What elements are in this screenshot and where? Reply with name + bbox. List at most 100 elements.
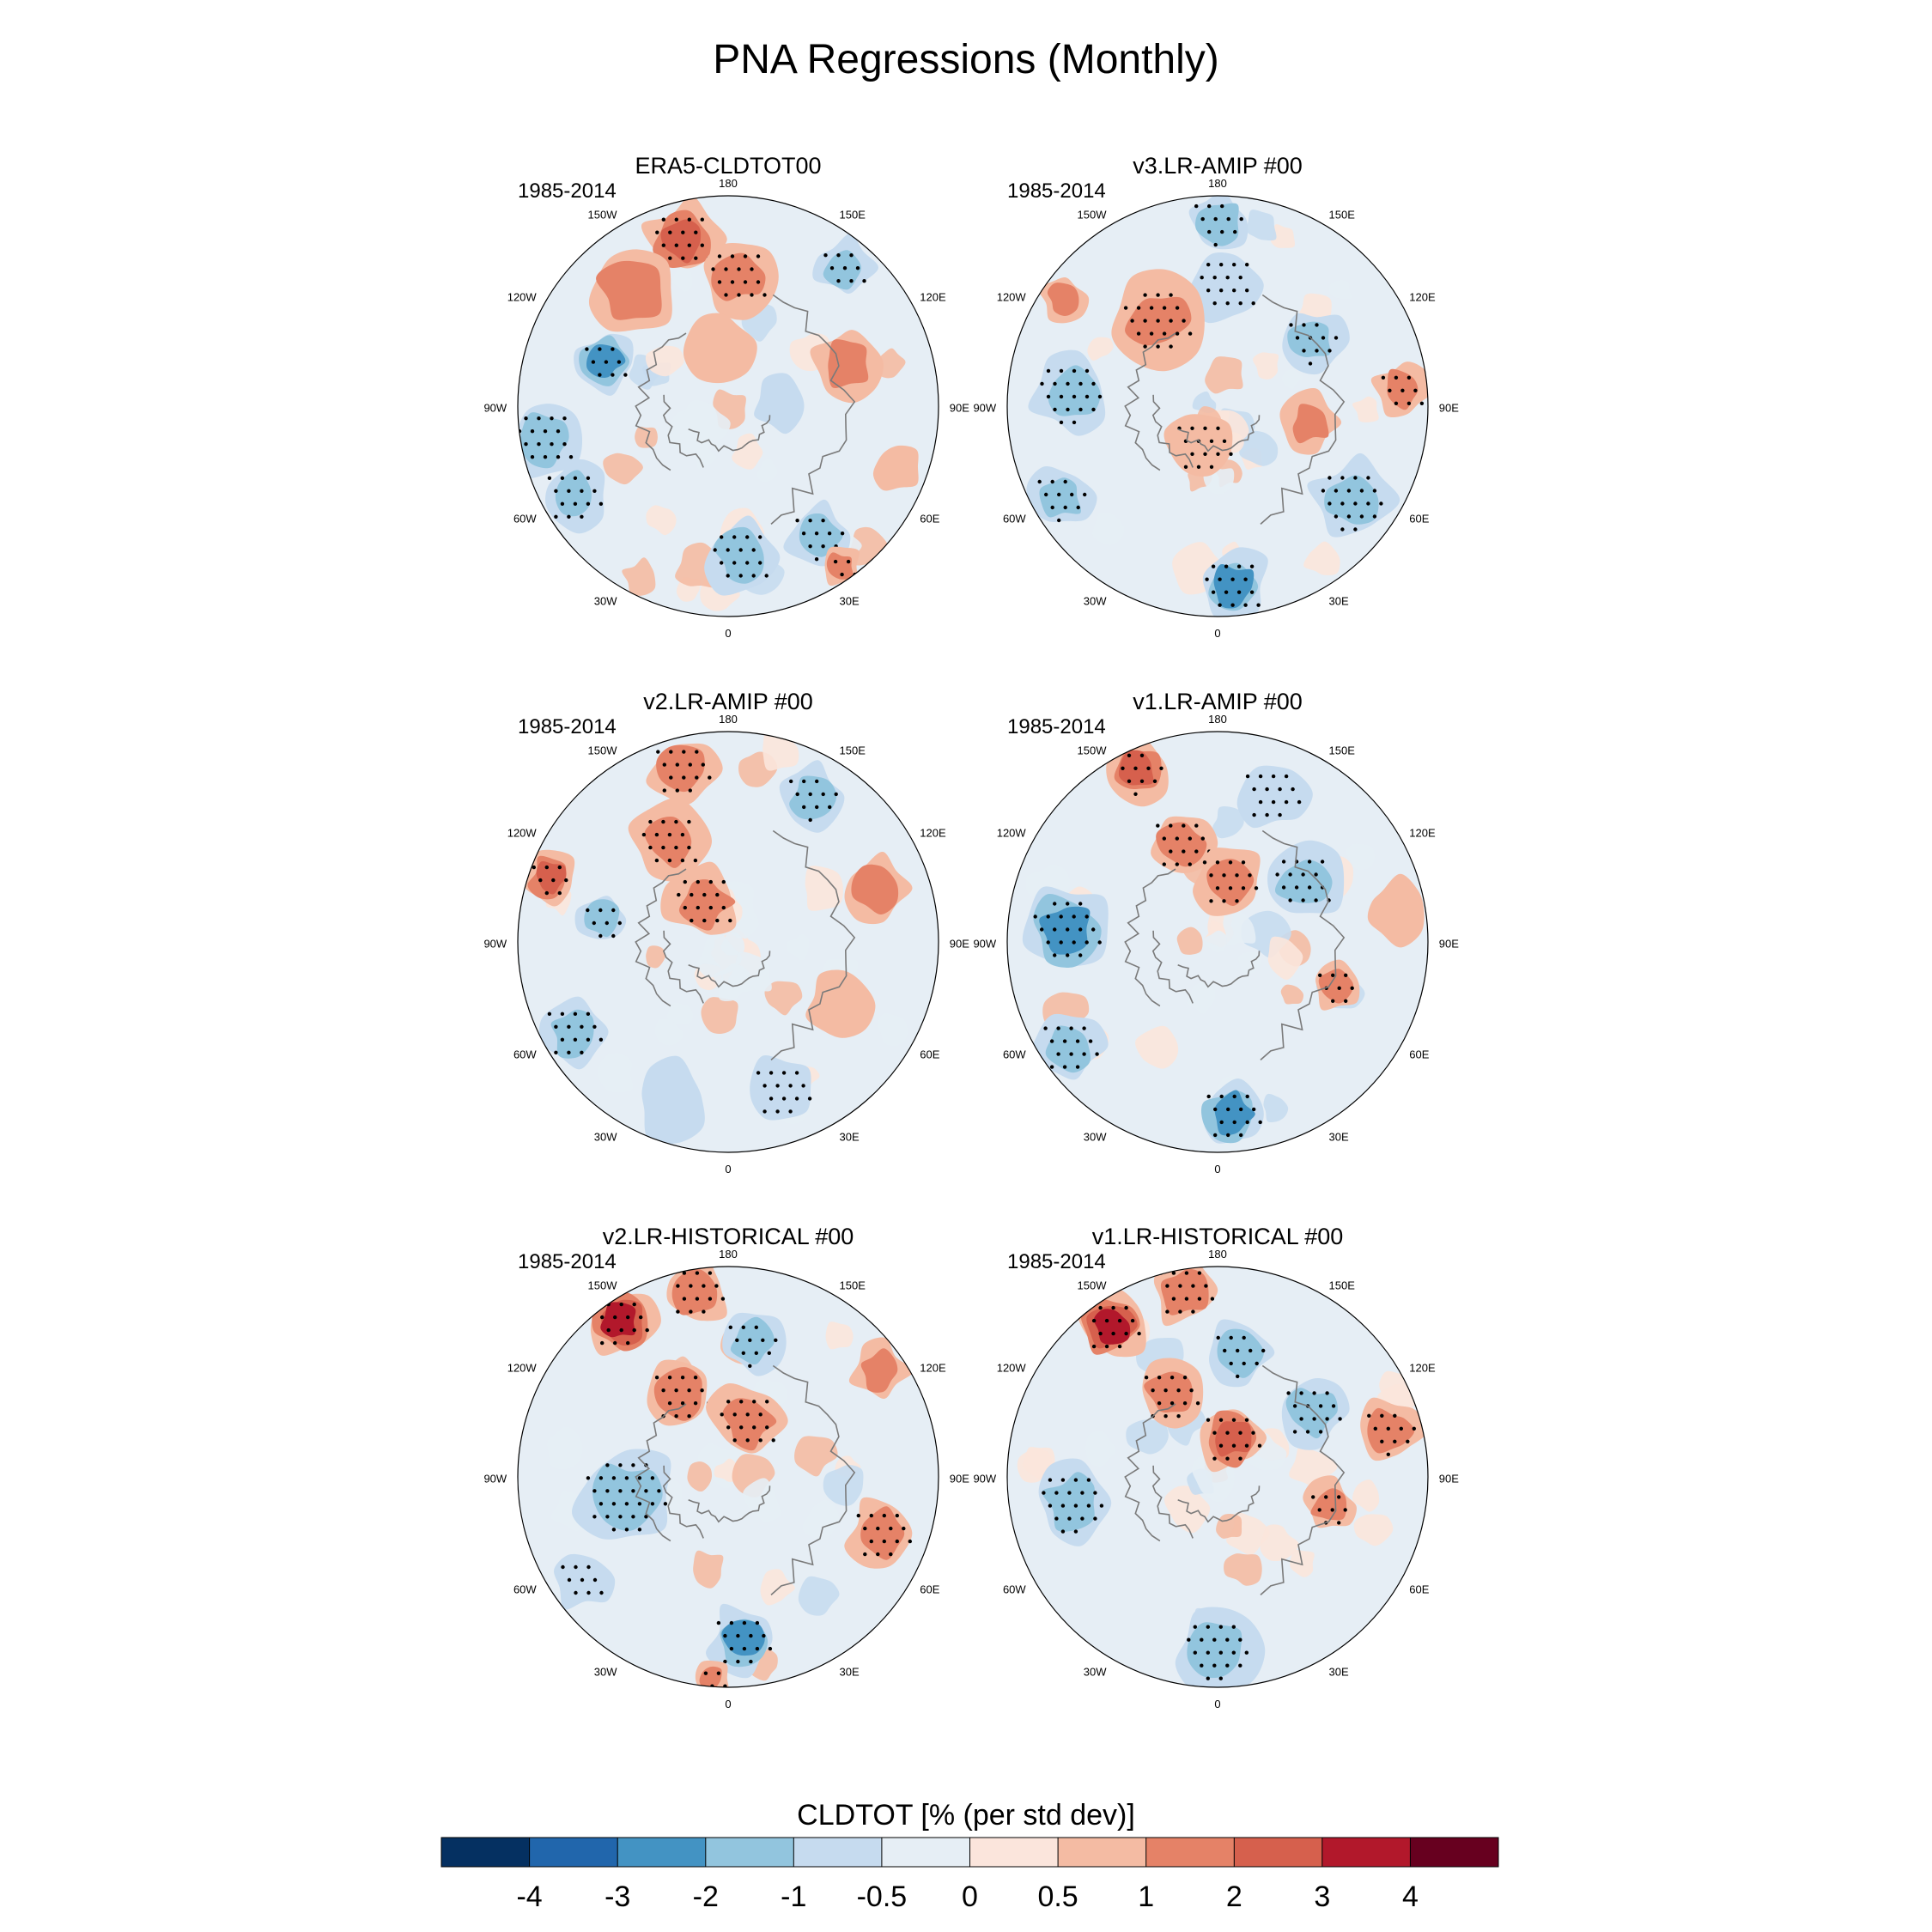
negative-anomaly bbox=[592, 1463, 663, 1531]
stipple-dot bbox=[567, 1050, 571, 1055]
stipple-dot bbox=[1040, 927, 1044, 932]
positive-anomaly bbox=[536, 860, 567, 895]
stipple-dot bbox=[1133, 766, 1138, 770]
stipple-dot bbox=[761, 1338, 765, 1343]
field-texture bbox=[546, 1426, 583, 1470]
stipple-dot bbox=[741, 1325, 745, 1330]
stipple-dot bbox=[1144, 1376, 1149, 1380]
stipple-dot bbox=[1111, 1305, 1115, 1310]
stipple-dot bbox=[1072, 368, 1077, 374]
stipple-dot bbox=[1223, 1348, 1227, 1353]
stipple-dot bbox=[637, 1502, 642, 1506]
stipple-dot bbox=[1184, 1271, 1189, 1275]
coastlines bbox=[635, 1364, 856, 1595]
stipple-dot bbox=[1072, 420, 1077, 425]
coastlines bbox=[1124, 1364, 1346, 1595]
stipple-dot bbox=[840, 572, 844, 577]
colorbar-boxes bbox=[440, 1837, 1499, 1868]
field-texture bbox=[825, 1321, 854, 1350]
stipple-dot bbox=[1190, 452, 1194, 456]
stipple-dot bbox=[554, 1024, 558, 1030]
stipple-dot bbox=[695, 1271, 700, 1275]
stipple-dot bbox=[662, 788, 666, 793]
positive-anomaly bbox=[1367, 1407, 1415, 1454]
stipple-dot bbox=[1225, 1456, 1230, 1461]
stipple-dot bbox=[1098, 1305, 1103, 1310]
stipple-dot bbox=[762, 1109, 767, 1114]
stipple-dot bbox=[1235, 873, 1239, 878]
stipple-dot bbox=[680, 832, 685, 837]
stipple-dot bbox=[667, 1401, 672, 1406]
stipple-dot bbox=[598, 373, 602, 377]
stipple-dot bbox=[1318, 973, 1322, 978]
stipple-dot bbox=[745, 561, 750, 565]
stipple-dot bbox=[768, 1646, 773, 1651]
positive-anomaly bbox=[711, 252, 766, 301]
colorbar: CLDTOT [% (per std dev)] -4 -3 -2 -1 -0.5 0 0.… bbox=[440, 1799, 1499, 1913]
stipple-dot bbox=[1367, 1413, 1371, 1419]
significance-stipple bbox=[1177, 426, 1233, 469]
stipple-dot bbox=[1327, 349, 1332, 353]
stipple-dot bbox=[876, 1552, 880, 1557]
stipple-dot bbox=[1083, 492, 1087, 497]
stipple-dot bbox=[1245, 263, 1249, 267]
stipple-dot bbox=[1124, 1331, 1128, 1336]
stipple-dot bbox=[1169, 319, 1173, 323]
coastline bbox=[1260, 294, 1346, 525]
stipple-dot bbox=[1176, 1414, 1181, 1419]
significance-stipple bbox=[532, 865, 568, 896]
stipple-dot bbox=[598, 1476, 604, 1480]
stipple-dot bbox=[611, 933, 616, 939]
positive-anomaly bbox=[600, 1302, 636, 1338]
stipple-dot bbox=[1218, 603, 1222, 607]
stipple-dot bbox=[1059, 940, 1063, 945]
field-texture bbox=[1135, 1025, 1179, 1069]
stipple-dot bbox=[619, 1302, 623, 1307]
stipple-dot bbox=[1091, 927, 1096, 932]
stipple-dot bbox=[749, 1633, 753, 1638]
stipple-dot bbox=[1099, 1504, 1104, 1508]
stipple-dot bbox=[802, 779, 806, 784]
stipple-dot bbox=[700, 1388, 704, 1393]
stipple-dot bbox=[1060, 1504, 1066, 1508]
colorbar-tick-label: 2 bbox=[1226, 1880, 1242, 1913]
stipple-dot bbox=[758, 1413, 762, 1417]
significance-stipple bbox=[1205, 564, 1261, 607]
stipple-dot bbox=[611, 1476, 617, 1480]
stipple-dot bbox=[739, 1400, 744, 1404]
coastlines bbox=[635, 829, 856, 1060]
stipple-dot bbox=[530, 429, 535, 434]
stipple-dot bbox=[758, 1438, 762, 1443]
stipple-dot bbox=[895, 1513, 900, 1518]
stipple-dot bbox=[720, 1297, 726, 1301]
stipple-dot bbox=[1380, 1413, 1384, 1419]
stipple-dot bbox=[1176, 1388, 1181, 1393]
lon-label: 120W bbox=[507, 827, 538, 840]
field-texture bbox=[1281, 368, 1304, 390]
stipple-dot bbox=[1066, 927, 1070, 932]
stipple-dot bbox=[586, 1590, 591, 1595]
negative-anomaly bbox=[1045, 1025, 1091, 1073]
stipple-dot bbox=[738, 548, 743, 552]
field-texture bbox=[798, 1576, 840, 1616]
stipple-dot bbox=[674, 1388, 678, 1393]
stipple-dot bbox=[1136, 331, 1141, 336]
significance-stipple bbox=[1200, 263, 1255, 306]
stipple-dot bbox=[1073, 1478, 1078, 1482]
stipple-dot bbox=[1072, 914, 1076, 919]
stipple-dot bbox=[1191, 1309, 1195, 1314]
stipple-dot bbox=[637, 1476, 642, 1480]
field-texture bbox=[1353, 1514, 1394, 1546]
stipple-dot bbox=[580, 489, 584, 493]
significance-stipple bbox=[641, 819, 698, 863]
stipple-dot bbox=[1213, 242, 1218, 247]
stipple-dot bbox=[1406, 401, 1412, 405]
stipple-dot bbox=[720, 1413, 724, 1417]
stipple-dot bbox=[713, 548, 717, 552]
stipple-dot bbox=[1200, 836, 1206, 841]
stipple-dot bbox=[855, 266, 860, 270]
coastline bbox=[1177, 1485, 1261, 1523]
stipple-dot bbox=[598, 908, 603, 913]
significance-stipple bbox=[677, 879, 732, 923]
colorbar-box bbox=[705, 1838, 794, 1867]
